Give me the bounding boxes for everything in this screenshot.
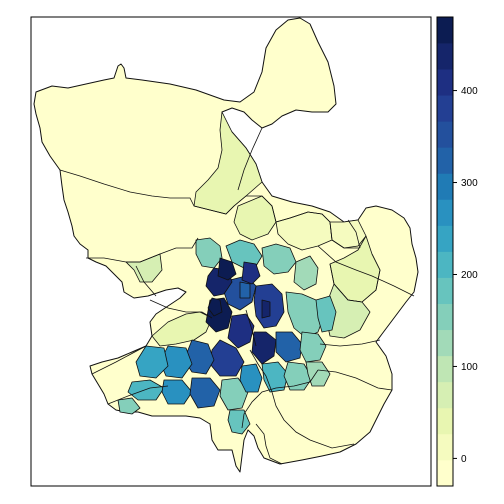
legend-bin [437,303,453,331]
legend-bin [437,329,453,357]
district-region [275,331,303,363]
legend-bin [437,69,453,96]
district-region [285,291,325,339]
legend-bin [437,433,453,461]
map-regions [33,17,419,473]
district-region [117,397,141,415]
district-region [239,281,251,299]
city-outline [33,17,419,473]
district-region [227,409,251,435]
legend-bin [437,147,453,174]
legend-bin [437,173,453,200]
legend-bin [437,199,453,226]
district-region [217,257,237,281]
legend-bin [437,381,453,409]
district-region [261,243,297,275]
color-legend: 0 100 200 300 400 [436,16,478,487]
legend-bin [437,95,453,122]
legend-tick-label: 200 [461,270,478,281]
district-polygons [117,111,381,435]
district-region [293,255,319,291]
district-region [315,295,337,333]
district-region [219,377,249,411]
district-region [189,377,221,409]
legend-border [436,16,454,487]
legend-color-bins [436,16,454,487]
district-region [305,361,331,387]
legend-bin [437,251,453,278]
legend-bin [437,355,453,383]
district-region [195,237,223,269]
district-region [209,339,245,377]
district-region [239,363,263,393]
legend-bin [437,43,453,70]
district-region [241,261,261,285]
district-region [261,299,271,319]
legend-tick-label: 300 [461,178,478,189]
district-boundaries [59,127,415,465]
district-region [161,379,193,405]
legend-tick-label: 400 [461,86,478,97]
legend-bin [437,407,453,435]
legend-ticks: 0 100 200 300 400 [453,86,478,465]
legend-tick-label: 100 [461,362,478,373]
district-region [225,239,263,269]
district-region [207,297,223,317]
legend-bin [437,121,453,148]
district-region [135,345,169,379]
legend-bin [437,459,453,487]
district-region [127,379,165,401]
legend-bin [437,17,453,44]
legend-bin [437,277,453,305]
legend-bin [437,225,453,252]
district-region [299,331,327,363]
district-region [227,313,255,349]
district-region [261,361,289,393]
legend-tick-label: 0 [461,454,467,465]
district-region [251,331,277,365]
